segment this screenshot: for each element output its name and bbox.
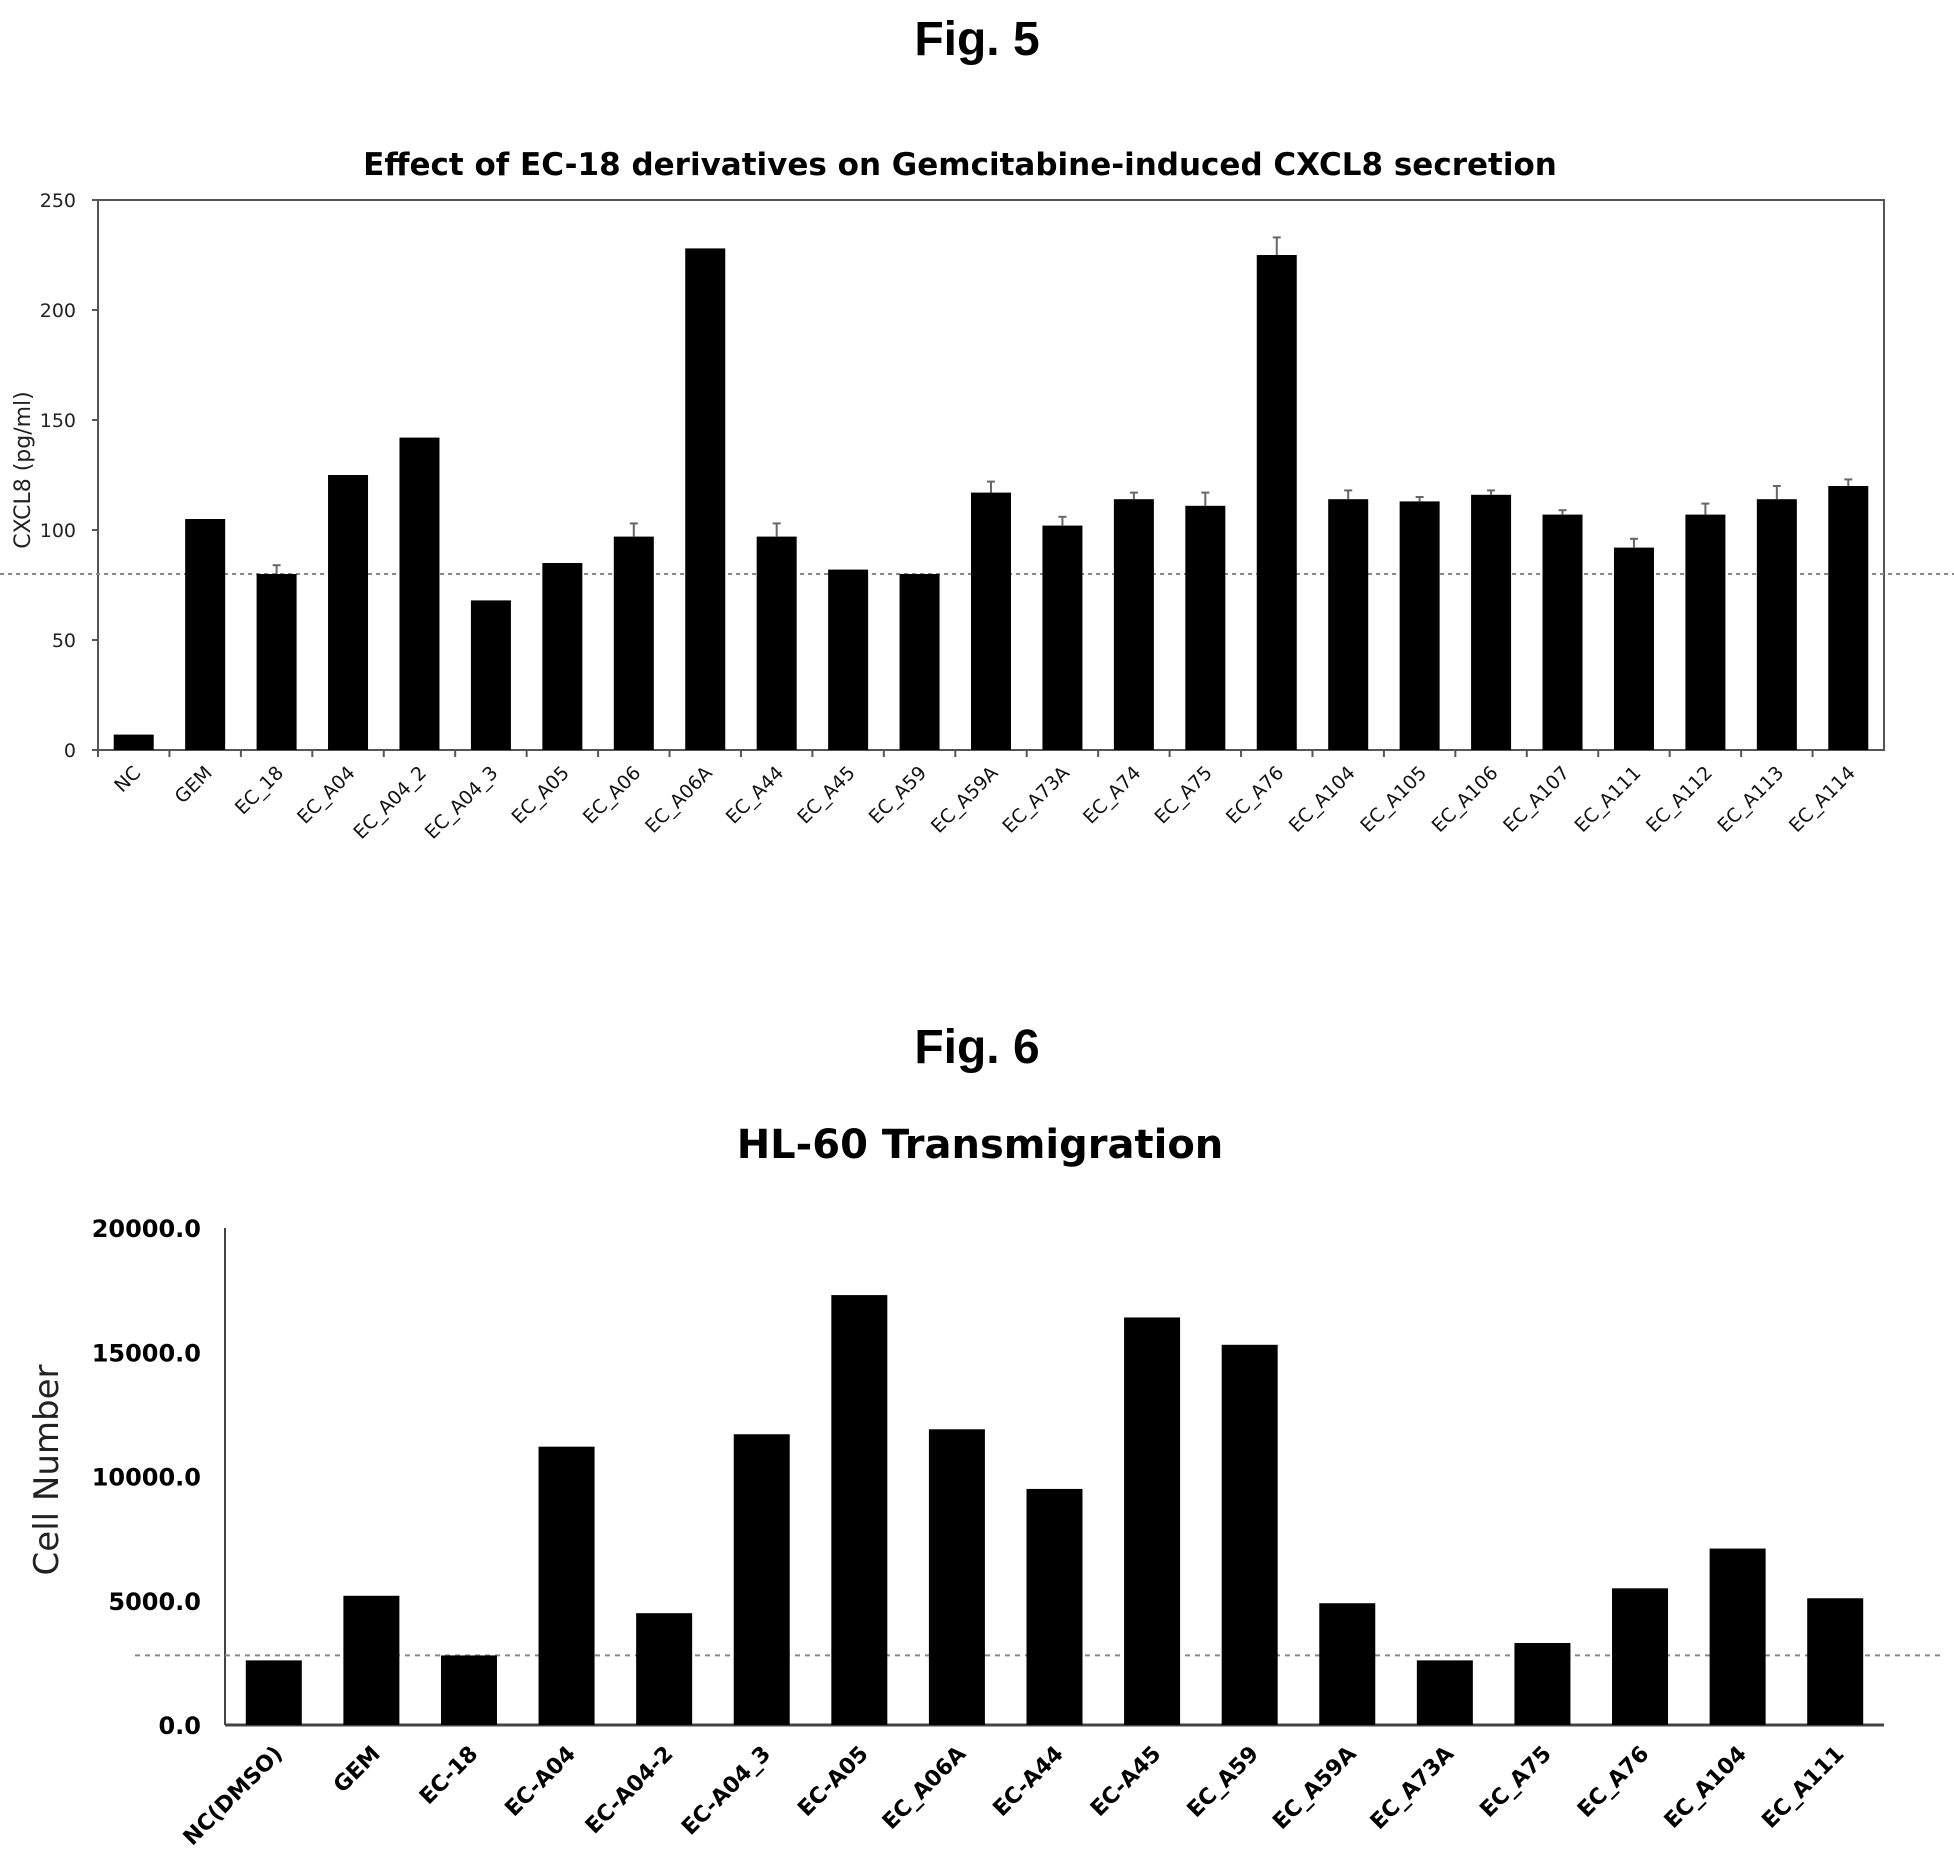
chart2-x-tick-label: GEM	[329, 1742, 386, 1799]
chart2-bar	[733, 1434, 790, 1725]
chart2-y-axis-label: Cell Number	[27, 1365, 67, 1576]
chart2-x-tick-label: EC_A104	[1660, 1742, 1752, 1834]
chart1-bar	[685, 248, 726, 750]
chart2-bar	[343, 1595, 400, 1725]
chart1-bar	[1828, 486, 1869, 750]
chart1-bar	[1542, 514, 1583, 750]
chart1-bar	[1613, 547, 1654, 750]
chart1-y-tick-label: 100	[40, 520, 76, 542]
chart2-y-tick-label: 0.0	[158, 1712, 201, 1740]
chart2-bar	[1319, 1603, 1376, 1725]
chart2-bar	[1124, 1317, 1181, 1725]
chart1-bar	[1113, 499, 1154, 750]
chart2-bar	[1709, 1548, 1766, 1725]
chart1-bar	[1042, 525, 1083, 750]
chart1-y-tick-label: 0	[64, 740, 76, 762]
chart1-bar	[1685, 514, 1726, 750]
chart2-bar	[1026, 1488, 1083, 1725]
chart2-y-tick-label: 15000.0	[92, 1339, 201, 1367]
chart1-bar	[1256, 255, 1297, 750]
chart1-bar	[1328, 499, 1369, 750]
chart2-x-tick-label: EC_A59A	[1268, 1742, 1361, 1835]
chart2-bar	[928, 1429, 985, 1725]
chart1-y-tick-label: 150	[40, 410, 76, 432]
chart2-y-tick-label: 5000.0	[108, 1588, 201, 1616]
chart2-y-ticks: 0.0 5000.0 10000.0 15000.0 20000.0	[92, 1215, 201, 1740]
chart1-bar	[1756, 499, 1797, 750]
chart1-title: Effect of EC-18 derivatives on Gemcitabi…	[363, 147, 1557, 183]
cxcl8-bar-chart: Effect of EC-18 derivatives on Gemcitabi…	[0, 147, 1954, 844]
chart1-bar	[256, 574, 297, 750]
chart2-bar	[440, 1655, 497, 1725]
fig6-label: Fig. 6	[914, 1021, 1040, 1074]
chart2-bar	[636, 1613, 693, 1725]
chart2-bar	[245, 1660, 302, 1725]
chart2-bar	[1514, 1642, 1571, 1725]
chart1-bar	[756, 536, 797, 750]
chart2-bar	[1807, 1598, 1864, 1725]
chart2-bar	[538, 1446, 595, 1725]
chart2-x-tick-label: EC-18	[415, 1742, 483, 1810]
chart2-bars	[245, 1295, 1864, 1725]
chart1-y-tick-label: 50	[52, 630, 76, 652]
fig5-label: Fig. 5	[914, 13, 1040, 66]
chart1-bars	[113, 236, 1869, 750]
chart1-y-axis-label: CXCL8 (pg/ml)	[11, 391, 36, 549]
chart2-x-tick-label: EC_A76	[1573, 1742, 1654, 1823]
chart1-bar	[470, 600, 511, 750]
chart1-bar	[185, 519, 226, 750]
chart2-title: HL-60 Transmigration	[737, 1122, 1224, 1168]
chart2-x-tick-label: EC-A04-2	[581, 1742, 679, 1840]
chart2-x-tick-label: EC-A04	[501, 1742, 581, 1822]
chart1-bar	[828, 569, 869, 750]
chart1-y-tick-label: 250	[40, 190, 76, 212]
chart2-x-tick-label: NC(DMSO)	[179, 1742, 288, 1851]
chart1-bar	[328, 475, 369, 750]
chart2-x-tick-label: EC_A59	[1183, 1742, 1264, 1823]
chart1-bar	[1471, 494, 1512, 750]
chart1-bar	[113, 734, 154, 750]
chart2-y-tick-label: 20000.0	[92, 1215, 201, 1243]
chart2-bar	[1612, 1588, 1669, 1725]
chart1-bar	[1399, 501, 1440, 750]
chart2-x-labels: NC(DMSO) GEM EC-18 EC-A04 EC-A04-2EC-A04_3 EC…	[179, 1742, 1850, 1851]
chart2-x-tick-label: EC-A45	[1086, 1742, 1166, 1822]
chart2-x-tick-label: EC-A05	[793, 1742, 873, 1822]
chart2-bar	[831, 1295, 888, 1725]
chart2-x-tick-label: EC_A73A	[1366, 1742, 1459, 1835]
chart1-bar	[613, 536, 654, 750]
chart2-bar	[1221, 1344, 1278, 1725]
chart2-bar	[1416, 1660, 1473, 1725]
chart2-x-tick-label: EC-A44	[989, 1742, 1069, 1822]
chart1-y-ticks: 0 50 100 150 200 250	[40, 190, 98, 762]
chart1-bar	[971, 492, 1011, 750]
chart2-x-tick-label: EC_A06A	[878, 1742, 971, 1835]
chart1-bar	[542, 563, 583, 750]
chart2-y-tick-label: 10000.0	[92, 1464, 201, 1492]
chart1-bar	[1185, 505, 1226, 750]
chart2-x-tick-label: EC-A04_3	[677, 1742, 776, 1841]
chart2-x-tick-label: EC_A111	[1757, 1742, 1849, 1834]
chart1-bar	[399, 437, 440, 750]
chart2-x-tick-label: EC_A75	[1475, 1742, 1556, 1823]
chart1-bar	[899, 574, 940, 750]
chart1-y-tick-label: 200	[40, 300, 76, 322]
